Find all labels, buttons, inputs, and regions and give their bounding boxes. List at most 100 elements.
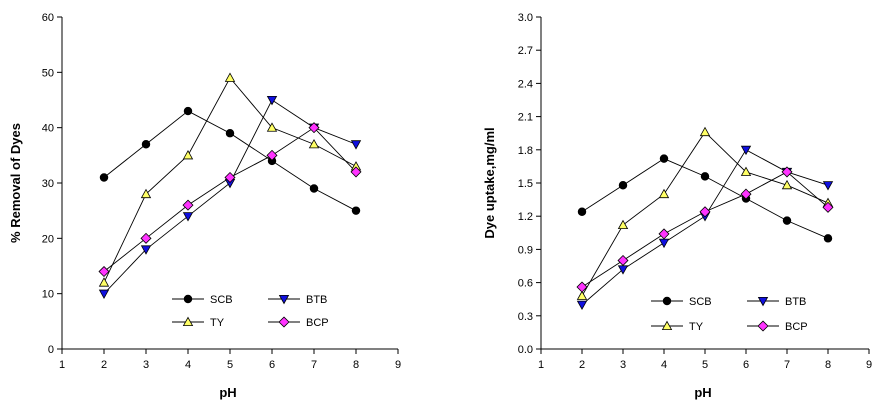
data-point-scb (99, 173, 109, 182)
x-tick-label: 3 (143, 359, 149, 371)
data-point-scb (141, 140, 151, 149)
x-tick-label: 6 (269, 359, 275, 371)
data-point-btb (182, 212, 194, 222)
data-point-bcp (822, 201, 834, 213)
data-point-ty (699, 126, 711, 137)
series-line-scb (103, 110, 357, 212)
data-point-scb (351, 206, 361, 215)
x-tick-label: 4 (185, 359, 191, 371)
data-point-bcp (576, 281, 588, 293)
data-point-bcp (98, 266, 110, 278)
x-tick-label: 8 (353, 359, 359, 371)
data-point-scb (700, 172, 710, 181)
y-axis-title: % Removal of Dyes (8, 123, 23, 243)
legend: SCB BTB TY BCP (172, 294, 329, 329)
legend-label-btb: BTB (785, 296, 806, 308)
y-tick-label: 0.6 (518, 278, 533, 290)
series-line-bcp (103, 127, 357, 272)
data-point-ty (617, 219, 629, 230)
x-tick-label: 6 (743, 359, 749, 371)
data-point-scb (618, 180, 628, 190)
data-point-scb (782, 216, 792, 225)
data-point-bcp (140, 232, 152, 244)
data-point-scb (183, 106, 193, 116)
y-tick-label: 3.0 (518, 12, 533, 24)
x-tick-label: 5 (702, 359, 708, 371)
data-point-scb (309, 184, 319, 193)
data-point-ty (308, 138, 320, 149)
x-tick-label: 5 (227, 359, 233, 371)
data-point-bcp (308, 122, 320, 134)
x-tick-label: 7 (784, 359, 790, 371)
legend-label-ty: TY (689, 321, 704, 333)
x-tick-label: 9 (866, 359, 872, 371)
x-tick-label: 7 (311, 359, 317, 371)
y-tick-label: 1.2 (518, 211, 533, 223)
legend-marker-bcp (278, 316, 290, 328)
y-tick-label: 0 (48, 344, 54, 356)
data-point-scb (823, 234, 833, 243)
y-tick-label: 20 (42, 233, 54, 245)
y-tick-label: 1.5 (518, 178, 533, 190)
legend-marker-ty (661, 320, 673, 331)
x-tick-label: 1 (538, 359, 544, 371)
data-point-btb (576, 300, 588, 311)
data-point-bcp (740, 188, 752, 200)
x-tick-label: 3 (620, 359, 626, 371)
legend-marker-btb (757, 296, 769, 307)
data-point-bcp (224, 171, 236, 183)
y-tick-label: 50 (42, 67, 54, 79)
data-point-ty (98, 277, 110, 287)
data-point-bcp (658, 228, 670, 240)
y-tick-label: 40 (42, 123, 54, 135)
data-point-scb (577, 207, 587, 216)
data-point-btb (266, 96, 278, 106)
data-point-btb (140, 245, 152, 255)
x-tick-label: 2 (579, 359, 585, 371)
y-tick-label: 0.0 (518, 344, 533, 356)
data-point-ty (140, 188, 152, 199)
y-tick-label: 2.4 (518, 78, 533, 90)
x-tick-label: 4 (661, 359, 667, 371)
legend: SCB BTB TY BCP (651, 296, 808, 333)
data-point-btb (98, 289, 110, 299)
y-tick-label: 2.1 (518, 112, 533, 124)
data-point-ty (182, 150, 194, 160)
legend-label-scb: SCB (689, 296, 712, 308)
data-point-ty (658, 188, 670, 199)
legend-label-btb: BTB (306, 294, 327, 306)
data-point-bcp (781, 166, 793, 178)
data-point-scb (225, 128, 235, 138)
y-tick-label: 10 (42, 289, 54, 301)
data-point-btb (350, 140, 362, 150)
data-point-ty (781, 179, 793, 190)
y-tick-label: 1.8 (518, 145, 533, 157)
data-point-btb (658, 238, 670, 249)
x-tick-label: 2 (101, 359, 107, 371)
y-tick-label: 0.3 (518, 311, 533, 323)
y-tick-label: 0.9 (518, 244, 533, 256)
y-tick-label: 60 (42, 12, 54, 24)
y-tick-label: 30 (42, 178, 54, 190)
legend-label-bcp: BCP (785, 321, 808, 333)
x-tick-label: 9 (395, 359, 401, 371)
data-point-ty (576, 290, 588, 300)
data-point-btb (822, 181, 834, 191)
legend-marker-btb (278, 294, 290, 305)
legend-label-scb: SCB (210, 294, 233, 306)
chart-panel-1: 0 10 20 30 40 50 60 1 2 3 4 5 6 7 8 9 pH % Removal of Dye… (8, 12, 401, 400)
chart-panel-2: 0.0 0.3 0.6 0.9 1.2 1.5 1.8 2.1 2.4 2.7 3.0 1 2 3 4 5 6 7… (482, 12, 872, 400)
legend-marker-bcp (757, 320, 769, 332)
x-axis-title: pH (219, 385, 236, 400)
data-point-scb (659, 154, 669, 163)
legend-label-bcp: BCP (306, 317, 329, 329)
data-point-bcp (699, 206, 711, 218)
data-point-ty (740, 166, 752, 176)
data-point-bcp (350, 166, 362, 178)
data-point-btb (740, 145, 752, 156)
legend-marker-scb (183, 294, 193, 304)
x-axis-title: pH (694, 385, 711, 400)
data-point-ty (224, 72, 236, 82)
